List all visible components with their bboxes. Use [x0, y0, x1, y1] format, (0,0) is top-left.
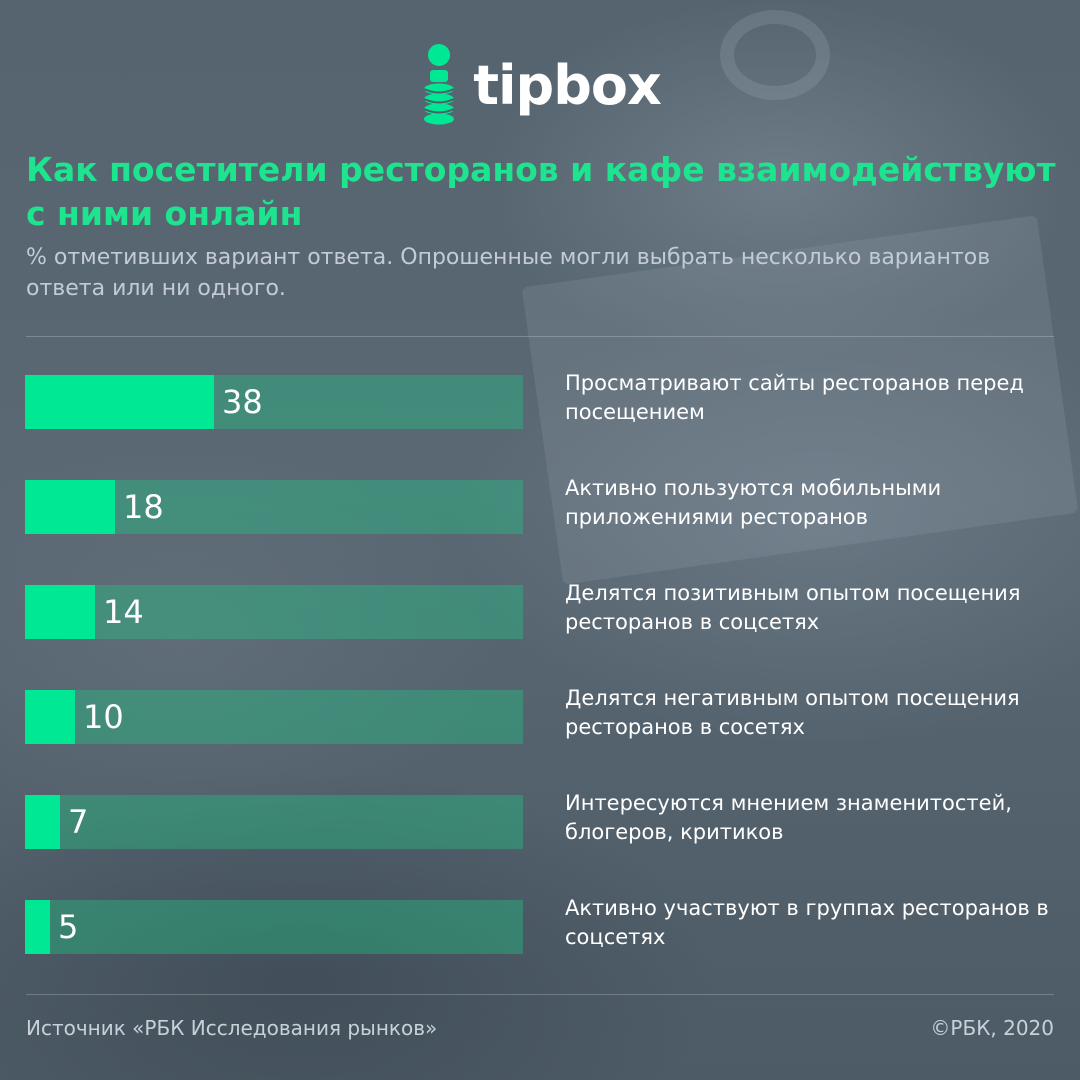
bar-value-label: 7 — [68, 803, 89, 841]
category-label: Делятся негативным опытом посещения рест… — [565, 686, 1020, 739]
bar-track: 18 — [25, 480, 523, 534]
bar-row: 38 Просматривают сайты ресторанов перед п… — [0, 371, 1080, 445]
bar-row: 5 Активно участвуют в группах ресторанов … — [0, 896, 1080, 970]
bar — [25, 585, 95, 639]
coin-stack-icon — [423, 44, 455, 125]
category-label: Активно участвуют в группах ресторанов в… — [565, 896, 1049, 949]
bar-row: 14 Делятся позитивным опытом посещения ре… — [0, 581, 1080, 655]
bar — [25, 900, 50, 954]
chart-title: Как посетители ресторанов и кафе взаимод… — [26, 150, 1056, 233]
bar-value-label: 10 — [83, 698, 124, 736]
category-label: Просматривают сайты ресторанов перед пос… — [565, 371, 1024, 424]
bar-row: 10 Делятся негативным опытом посещения ре… — [0, 686, 1080, 760]
bar-value-label: 38 — [222, 383, 263, 421]
chart-subtitle: % отметивших вариант ответа. Опрошенные … — [26, 245, 991, 301]
copyright-note: ©РБК, 2020 — [930, 1016, 1054, 1040]
divider-top — [26, 336, 1054, 337]
bar-track: 14 — [25, 585, 523, 639]
bar-value-label: 18 — [123, 488, 164, 526]
bar — [25, 480, 115, 534]
divider-bottom — [26, 994, 1054, 995]
category-label: Делятся позитивным опытом посещения рест… — [565, 581, 1021, 634]
bar — [25, 690, 75, 744]
category-label: Интересуются мнением знаменитостей, блог… — [565, 791, 1012, 844]
bar-value-label: 14 — [103, 593, 144, 631]
bar-track: 7 — [25, 795, 523, 849]
brand-logo: tipbox — [0, 40, 1080, 130]
bar-row: 18 Активно пользуются мобильными приложен… — [0, 476, 1080, 550]
bar-value-label: 5 — [58, 908, 79, 946]
bar-row: 7 Интересуются мнением знаменитостей, бло… — [0, 791, 1080, 865]
category-label: Активно пользуются мобильными приложения… — [565, 476, 942, 529]
bar-track: 10 — [25, 690, 523, 744]
bar-track: 38 — [25, 375, 523, 429]
brand-name: tipbox — [473, 53, 662, 117]
bar-track: 5 — [25, 900, 523, 954]
bar — [25, 795, 60, 849]
source-note: Источник «РБК Исследования рынков» — [26, 1016, 438, 1040]
bar — [25, 375, 214, 429]
